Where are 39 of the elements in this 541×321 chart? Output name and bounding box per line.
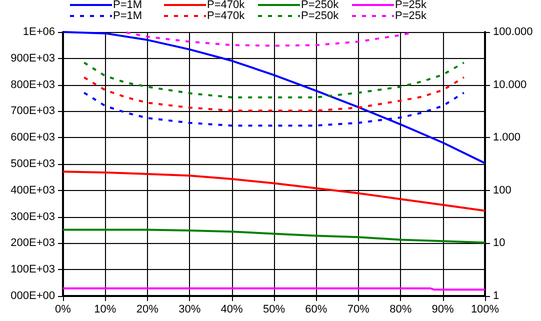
line-series xyxy=(83,76,465,112)
y2-tick-label: 10 xyxy=(493,237,506,250)
x-tick-label: 10% xyxy=(94,304,116,316)
line-series xyxy=(83,92,465,127)
x-tick-label: 70% xyxy=(347,304,370,316)
y2-tick-label: 100.000 xyxy=(493,26,533,38)
x-tick-label: 50% xyxy=(262,304,286,316)
y-tick-label: 900E+03 xyxy=(10,52,55,64)
y-tick-label: 700E+03 xyxy=(10,105,55,118)
legend-label: P=25k xyxy=(395,0,427,11)
y2-tick-label: 100 xyxy=(493,184,512,196)
legend-label: P=250k xyxy=(301,10,340,22)
x-tick-label: 60% xyxy=(305,304,328,316)
y-tick-label: 500E+03 xyxy=(10,158,55,170)
x-tick-label: 0% xyxy=(55,304,72,316)
legend-label: P=1M xyxy=(113,0,142,11)
line-series xyxy=(83,62,465,98)
y-tick-label: 600E+03 xyxy=(10,132,55,144)
x-tick-label: 30% xyxy=(178,304,201,316)
y-tick-label: 200E+03 xyxy=(10,237,55,250)
legend-label: P=1M xyxy=(113,10,142,22)
x-tick-label: 90% xyxy=(432,304,454,316)
x-tick-label: 100% xyxy=(470,304,500,316)
x-tick-label: 80% xyxy=(390,304,412,316)
y-tick-label: 800E+03 xyxy=(10,78,55,91)
y-tick-label: 300E+03 xyxy=(10,210,55,223)
legend-label: P=25k xyxy=(395,10,427,22)
legend-label: P=470k xyxy=(207,0,246,11)
y2-tick-label: 1.000 xyxy=(493,132,521,144)
legend-label: P=250k xyxy=(301,0,340,11)
y-tick-label: 1E+06 xyxy=(22,26,55,38)
y2-tick-label: 10.000 xyxy=(493,78,527,91)
legend-label: P=470k xyxy=(207,10,246,22)
y-tick-label: 000E+00 xyxy=(10,290,55,302)
x-tick-label: 40% xyxy=(220,304,244,316)
y-tick-label: 400E+03 xyxy=(10,184,55,196)
x-tick-label: 20% xyxy=(136,304,159,316)
y-tick-label: 100E+03 xyxy=(10,264,55,276)
y2-tick-label: 1 xyxy=(493,290,500,302)
